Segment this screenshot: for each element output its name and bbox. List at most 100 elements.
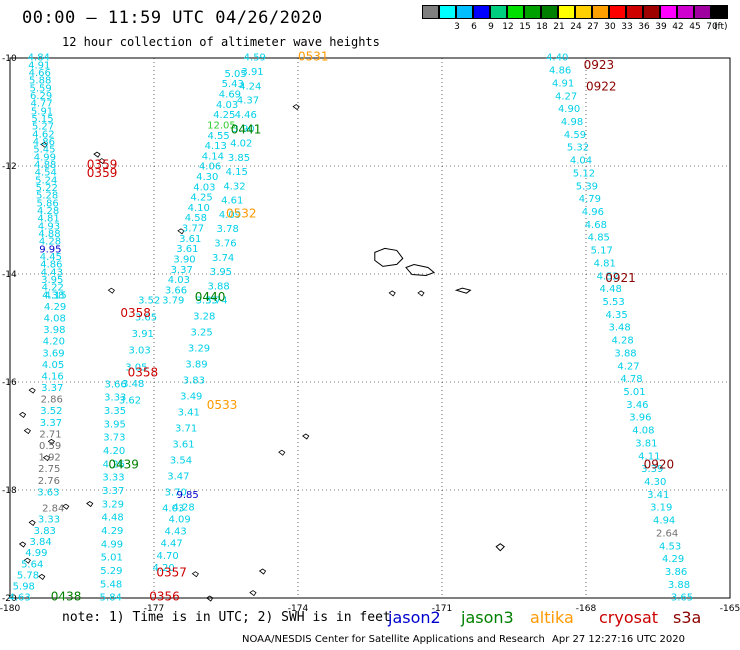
- island-outline: [42, 455, 51, 462]
- color-scale-cell: [507, 5, 524, 19]
- pass-time-label: 0359: [87, 166, 118, 180]
- legend-altika: altika: [530, 608, 574, 627]
- wave-height-label: 3.71: [175, 424, 197, 435]
- wave-height-label: 4.88: [38, 229, 60, 240]
- wave-height-label: 3.79: [162, 296, 184, 307]
- legend-s3a: s3a: [673, 608, 702, 627]
- wave-height-label: 5.64: [21, 559, 43, 570]
- island-outline: [249, 590, 257, 597]
- wave-height-label: 3.65: [135, 312, 157, 323]
- wave-height-label: 3.37: [171, 265, 193, 276]
- wave-height-label: 4.03: [216, 100, 238, 111]
- wave-height-label: 4.20: [103, 446, 125, 457]
- wave-height-label: 4.28: [39, 237, 61, 248]
- color-scale-cell: [558, 5, 575, 19]
- x-tick-label: -165: [720, 604, 740, 614]
- wave-height-label: 5.01: [623, 387, 645, 398]
- wave-height-label: 3.37: [102, 486, 124, 497]
- pass-time-label: 0359: [87, 158, 118, 172]
- wave-height-label: 4.62: [32, 129, 54, 140]
- wave-height-label: 3.46: [626, 400, 648, 411]
- wave-height-label: 0.59: [39, 441, 61, 452]
- wave-height-label: 3.25: [190, 328, 212, 339]
- wave-height-label: 3.49: [180, 392, 202, 403]
- wave-height-label: 3.52: [138, 296, 160, 307]
- wave-height-label: 4.99: [25, 548, 47, 559]
- wave-height-label: 4.46: [235, 110, 257, 121]
- x-tick-label: -180: [0, 604, 20, 614]
- wave-height-label: 3.98: [43, 325, 65, 336]
- island-outline: [18, 411, 27, 418]
- wave-height-label: 2.64: [656, 528, 678, 539]
- color-scale-label: 33: [621, 22, 633, 32]
- wave-height-label: 5.22: [36, 183, 58, 194]
- wave-height-label: 1.92: [39, 453, 61, 464]
- wave-height-label: 3.65: [671, 593, 693, 604]
- wave-height-label: 3.37: [41, 383, 63, 394]
- island-outline: [47, 438, 55, 445]
- y-tick-label: -16: [2, 378, 17, 388]
- color-scale-cell: [643, 5, 660, 19]
- color-scale-label: 45: [689, 22, 701, 32]
- wave-height-label: 4.24: [239, 81, 261, 92]
- pass-time-label: 0532: [226, 206, 257, 220]
- wave-height-label: 3.90: [232, 124, 254, 135]
- wave-height-label: 3.88: [208, 281, 230, 292]
- wave-height-label: 4.28: [611, 336, 633, 347]
- wave-height-label: 3.62: [119, 396, 141, 407]
- wave-height-label: 4.29: [662, 554, 684, 565]
- wave-height-label: 4.86: [40, 260, 62, 271]
- map-title: 00:00 – 11:59 UTC 04/26/2020: [22, 8, 323, 28]
- wave-height-label: 4.78: [620, 374, 642, 385]
- pass-time-label: 0441: [231, 123, 262, 137]
- legend-jason3: jason3: [461, 608, 514, 627]
- wave-height-label: 3.33: [38, 515, 60, 526]
- wave-height-label: 3.83: [34, 526, 56, 537]
- wave-height-label: 3.95: [104, 419, 126, 430]
- color-scale-label: 15: [519, 22, 531, 32]
- wave-height-label: 4.13: [205, 141, 227, 152]
- color-scale-label: 12: [502, 22, 514, 32]
- pass-time-label: 0923: [584, 58, 615, 72]
- wave-height-label: 5.91: [31, 106, 53, 117]
- wave-height-label: 12.05: [207, 120, 236, 131]
- color-scale-unit: (ft): [714, 22, 728, 32]
- wave-height-label: 5.05: [224, 69, 246, 80]
- color-scale-cell: [575, 5, 592, 19]
- wave-height-label: 4.91: [552, 78, 574, 89]
- wave-height-label: 3.81: [635, 438, 657, 449]
- wave-height-label: 3.77: [182, 224, 204, 235]
- wave-height-label: 3.91: [241, 67, 263, 78]
- wave-height-label: 4.30: [644, 477, 666, 488]
- wave-height-label: 4.16: [42, 371, 64, 382]
- wave-height-label: 4.05: [42, 360, 64, 371]
- color-scale-label: 21: [553, 22, 565, 32]
- pass-time-label: 0438: [51, 590, 82, 604]
- x-tick-label: -177: [144, 604, 164, 614]
- island-tutuila: [454, 287, 472, 294]
- wave-height-label: 3.41: [647, 490, 669, 501]
- wave-height-label: 4.38: [42, 290, 64, 301]
- color-scale-cell: [711, 5, 728, 19]
- wave-height-label: 3.28: [193, 312, 215, 323]
- color-scale-cell: [592, 5, 609, 19]
- wave-height-label: 3.69: [42, 348, 64, 359]
- wave-height-label: 4.54: [35, 168, 57, 179]
- wave-height-label: 4.40: [546, 53, 568, 64]
- wave-height-label: 4.91: [28, 60, 50, 71]
- wave-height-label: 4.43: [41, 267, 63, 278]
- wave-height-label: 4.86: [549, 66, 571, 77]
- wave-height-label: 4.48: [101, 513, 123, 524]
- wave-height-label: 5.98: [13, 582, 35, 593]
- wave-height-label: 4.69: [219, 90, 241, 101]
- wave-height-label: 3.19: [650, 503, 672, 514]
- wave-height-label: 5.45: [33, 145, 55, 156]
- island-outline: [107, 287, 115, 294]
- wave-height-label: 3.35: [104, 406, 126, 417]
- wave-height-label: 4.03: [162, 504, 184, 515]
- island-outline: [302, 433, 310, 440]
- color-scale-cell: [660, 5, 677, 19]
- wave-height-label: 5.29: [100, 566, 122, 577]
- wave-height-label: 4.29: [44, 302, 66, 313]
- wave-height-label: 3.48: [122, 379, 144, 390]
